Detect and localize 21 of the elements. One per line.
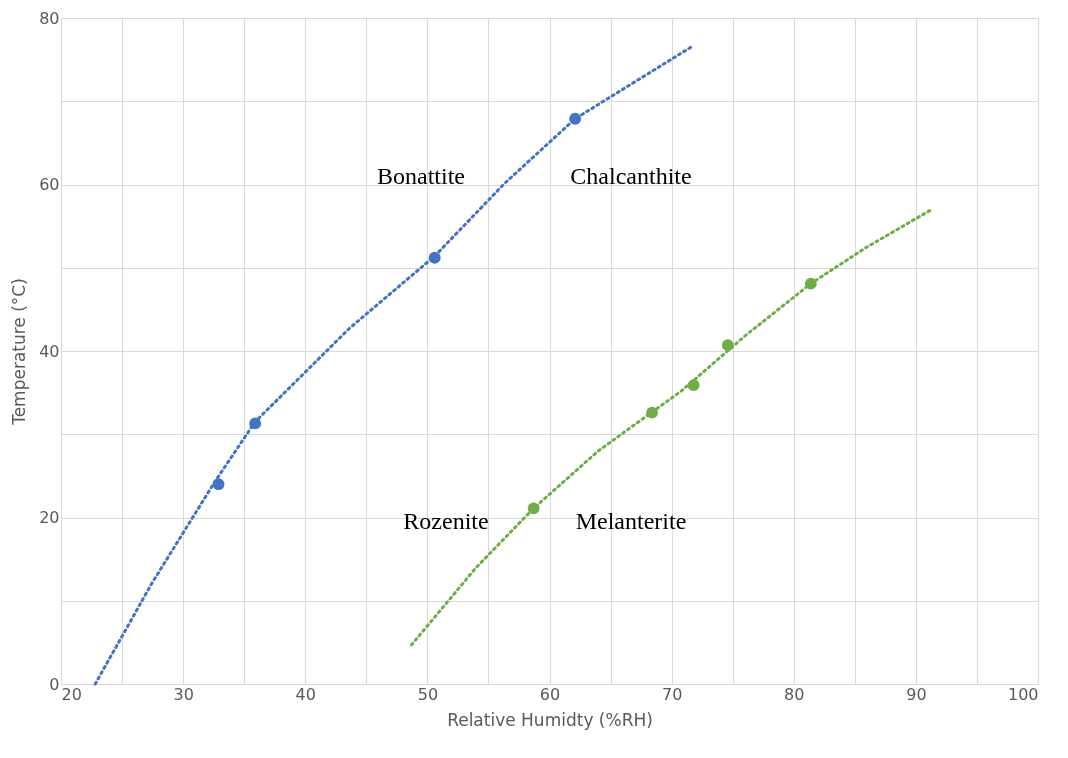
x-tick-label: 70: [661, 684, 683, 704]
x-tick-label: 60: [539, 684, 561, 704]
y-tick-label: 0: [49, 674, 60, 694]
y-tick-label: 20: [39, 508, 60, 527]
annotation: Melanterite: [575, 507, 687, 534]
x-tick-label: 100: [1007, 684, 1039, 704]
x-tick-label: 30: [173, 684, 194, 704]
x-tick-label: 20: [61, 684, 82, 704]
y-tick-label: 60: [39, 175, 60, 194]
x-tick-label: 90: [906, 684, 927, 704]
line-series: [93, 44, 694, 686]
y-tick-label: 40: [39, 341, 60, 361]
annotation: Chalcanthite: [570, 162, 692, 189]
x-tick-label: 80: [784, 684, 805, 704]
x-tick-label: 40: [295, 684, 316, 704]
y-axis-title: Temperature (°C): [9, 278, 30, 426]
y-tick-label: 80: [39, 8, 60, 28]
annotation: Bonattite: [377, 162, 465, 189]
annotation: Rozenite: [403, 507, 489, 534]
x-tick-label: 50: [417, 684, 439, 704]
x-axis-title: Relative Humidty (%RH): [447, 709, 653, 730]
